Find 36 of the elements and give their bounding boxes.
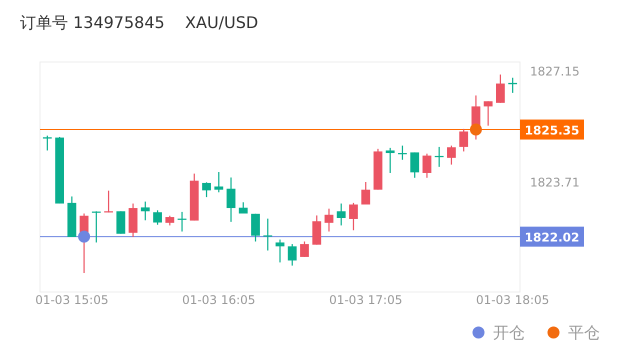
y-tick-label: 1823.71	[530, 175, 580, 190]
candlestick	[178, 211, 186, 232]
chart-title: 订单号 134975845 XAU/USD	[20, 13, 258, 32]
y-tick-label: 1827.15	[530, 64, 580, 79]
candlestick	[300, 240, 309, 258]
candlestick	[92, 210, 101, 244]
x-tick-label: 01-03 17:05	[329, 293, 402, 307]
candlestick	[459, 128, 468, 152]
candlestick	[312, 214, 322, 246]
x-tick-label: 01-03 16:05	[182, 293, 256, 307]
candlestick	[496, 74, 505, 104]
candlestick	[422, 153, 432, 178]
x-tick-label: 01-03 18:05	[476, 293, 550, 307]
candlestick	[447, 145, 456, 166]
candlestick	[288, 243, 297, 266]
candlestick	[349, 202, 358, 231]
candlestick	[361, 181, 370, 206]
candlestick	[276, 238, 284, 264]
legend-label: 平仓	[568, 323, 600, 342]
candlestick	[116, 210, 126, 234]
candlestick	[165, 215, 174, 226]
legend-label: 开仓	[493, 323, 525, 342]
candlestick	[484, 100, 493, 126]
candlestick	[251, 213, 260, 242]
candlestick	[226, 176, 236, 222]
ref-line-label: 1825.35	[524, 124, 580, 138]
candlestick	[324, 208, 334, 232]
candlestick	[140, 201, 150, 221]
candlestick	[214, 171, 224, 193]
candlestick	[153, 210, 162, 226]
ref-line-label: 1822.02	[524, 230, 580, 245]
candlestick	[336, 202, 346, 226]
x-tick-label: 01-03 15:05	[35, 293, 108, 307]
candlestick	[410, 152, 420, 178]
candlestick	[386, 147, 395, 174]
candlestick	[202, 182, 211, 198]
